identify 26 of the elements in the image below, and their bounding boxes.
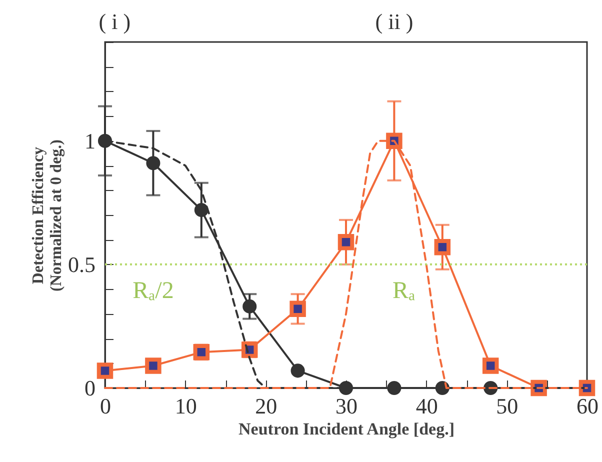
point xyxy=(96,362,114,379)
text: ( i ) xyxy=(98,9,131,34)
point xyxy=(290,300,306,318)
point xyxy=(194,203,208,218)
y-tick-label: 1 xyxy=(84,128,96,154)
text: ( ii ) xyxy=(375,9,414,34)
y-tick-label: 0.5 xyxy=(68,252,96,277)
x-tick-label: 60 xyxy=(576,394,598,418)
x-axis-title: Neutron Incident Angle [deg.] xyxy=(238,420,454,438)
y-tick-label: 0 xyxy=(84,376,96,400)
x-tick-label: 30 xyxy=(336,394,358,418)
annotation: Rₐ xyxy=(392,278,416,304)
x-tick-label: 10 xyxy=(174,394,197,418)
point xyxy=(242,299,257,314)
point xyxy=(146,156,160,170)
x-tick-label: 50 xyxy=(496,394,518,418)
point xyxy=(434,239,451,256)
x-tick-label: 40 xyxy=(416,394,438,418)
point xyxy=(290,364,305,378)
annotation: Rₐ/2 xyxy=(132,278,174,304)
x-tick-label: 20 xyxy=(255,394,278,418)
y-axis-title: Detection Efficiency (Normalized at 0 deg.) xyxy=(30,140,65,292)
point xyxy=(338,234,354,250)
point xyxy=(145,358,162,374)
x-tick-label: 0 xyxy=(100,394,111,418)
point xyxy=(482,358,499,374)
